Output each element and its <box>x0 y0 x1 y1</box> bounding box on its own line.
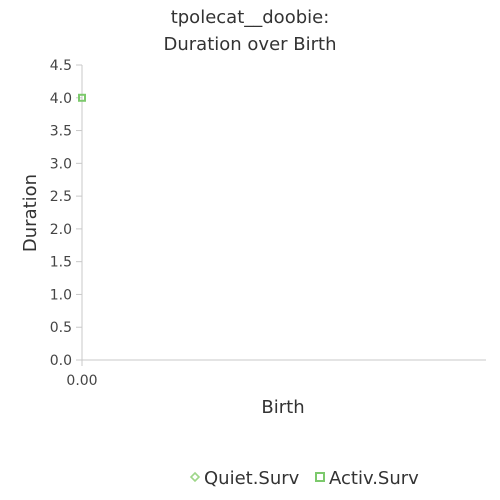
x-tick-label: 0.00 <box>66 373 97 389</box>
chart-title-line-2: Duration over Birth <box>164 34 337 55</box>
y-tick-label: 0.5 <box>50 320 72 336</box>
y-tick-labels: 0.0 0.5 1.0 1.5 2.0 2.5 3.0 3.5 4.0 4.5 <box>50 58 82 369</box>
y-tick-label: 1.0 <box>50 287 72 303</box>
y-tick-label: 1.5 <box>50 255 72 271</box>
chart-title-line-1: tpolecat__doobie: <box>171 7 330 28</box>
y-tick-label: 2.0 <box>50 222 72 238</box>
y-tick-label: 0.0 <box>50 353 72 369</box>
legend-marker-activ-surv <box>315 472 325 482</box>
y-tick-label: 4.0 <box>50 91 72 107</box>
data-point-activ-surv <box>78 93 86 102</box>
axes <box>81 65 486 361</box>
y-tick-label: 2.5 <box>50 189 72 205</box>
legend-label-activ-surv: Activ.Surv <box>329 468 419 489</box>
legend-label-quiet-surv: Quiet.Surv <box>204 468 300 489</box>
legend: Quiet.Surv Activ.Surv <box>189 468 419 489</box>
legend-marker-quiet-surv <box>189 471 201 483</box>
chart-title: tpolecat__doobie: Duration over Birth <box>164 7 337 55</box>
y-tick-label: 4.5 <box>50 58 72 74</box>
y-tick-label: 3.5 <box>50 124 72 140</box>
y-axis-label: Duration <box>20 174 41 252</box>
y-tick-label: 3.0 <box>50 156 72 172</box>
data-points <box>78 93 86 102</box>
x-tick-labels: 0.00 <box>66 360 98 389</box>
x-axis-label: Birth <box>261 397 304 418</box>
